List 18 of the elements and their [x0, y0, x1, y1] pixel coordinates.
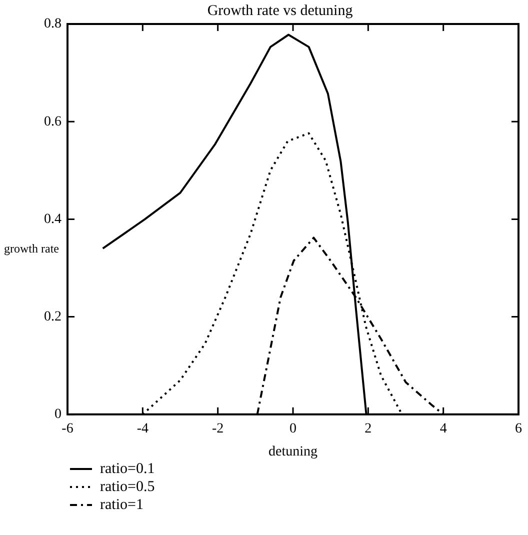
y-axis-title: growth rate [4, 241, 59, 256]
legend-label: ratio=1 [100, 496, 144, 514]
y-tick-label: 0 [54, 407, 62, 422]
legend-label: ratio=0.5 [100, 478, 155, 496]
x-tick-label: 2 [364, 421, 372, 436]
x-tick-label: 0 [290, 421, 296, 436]
x-tick-label: -4 [136, 421, 149, 436]
x-tick-label: -2 [212, 421, 224, 436]
x-tick-label: 6 [515, 421, 522, 436]
legend-label: ratio=0.1 [100, 460, 155, 478]
y-tick-label: 0.8 [44, 16, 62, 32]
x-tick-label: -6 [62, 421, 74, 436]
x-tick-label: 4 [440, 421, 447, 436]
y-tick-label: 0.2 [44, 309, 62, 324]
y-tick-label: 0.6 [44, 114, 62, 130]
x-axis-title: detuning [268, 444, 318, 460]
chart-title: Growth rate vs detuning [207, 2, 354, 19]
y-tick-label: 0.4 [44, 212, 62, 227]
